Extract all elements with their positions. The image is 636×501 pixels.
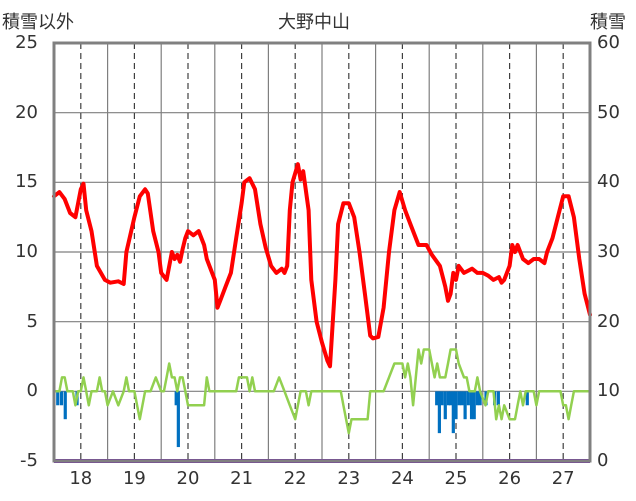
left-tick-label: 5 [26, 310, 38, 332]
precipitation-bar [454, 391, 458, 420]
right-tick-label: 30 [597, 241, 620, 262]
precipitation-bar [443, 391, 447, 420]
precipitation-bar [466, 391, 470, 406]
wind-series-line [54, 348, 590, 435]
x-tick-label: 23 [337, 468, 361, 489]
x-tick-label: 19 [122, 468, 146, 489]
x-tick-label: 25 [444, 468, 468, 489]
left-tick-label: 20 [15, 101, 38, 123]
precipitation-bar [56, 391, 60, 406]
precipitation-bar [176, 391, 180, 448]
precipitation-bar [525, 391, 529, 406]
x-tick-label: 18 [69, 468, 93, 489]
precipitation-bar [59, 391, 64, 406]
x-tick-label: 21 [230, 468, 254, 489]
right-tick-label: 40 [597, 171, 620, 193]
right-tick-label: 10 [597, 380, 620, 402]
precipitation-bar [174, 391, 178, 406]
precipitation-bar [457, 391, 461, 406]
plot-frame [52, 41, 592, 463]
precipitation-bar [449, 391, 453, 406]
precipitation-bar [472, 391, 476, 420]
precipitation-bar [63, 391, 67, 420]
right-tick-label: 50 [597, 101, 620, 123]
left-tick-label: 15 [15, 171, 38, 193]
right-axis-label: 積雪 [590, 12, 626, 33]
precipitation-bar [446, 391, 451, 406]
precipitation-bar [451, 391, 455, 434]
precipitation-bar [463, 391, 467, 420]
x-tick-label: 22 [283, 468, 307, 489]
left-axis-label: 積雪以外 [2, 12, 74, 33]
left-tick-label: 25 [15, 32, 38, 53]
x-tick-label: 24 [390, 468, 414, 489]
right-tick-label: 60 [597, 32, 620, 53]
precipitation-bar [437, 391, 441, 434]
right-tick-label: 20 [597, 310, 620, 332]
precipitation-bar [435, 391, 439, 406]
temperature-series-line [52, 162, 592, 369]
precipitation-bar [440, 391, 444, 406]
precipitation-bar [496, 391, 500, 406]
precipitation-bar [475, 391, 480, 406]
x-tick-label: 20 [176, 468, 200, 489]
x-tick-label: 27 [551, 468, 575, 489]
left-tick-label: -5 [20, 450, 38, 471]
chart-title: 大野中山 [278, 12, 350, 33]
precipitation-bar [460, 391, 464, 406]
right-tick-label: 0 [597, 450, 609, 471]
precipitation-bar [469, 391, 474, 420]
x-tick-label: 26 [498, 468, 522, 489]
left-tick-label: 0 [26, 380, 38, 402]
precipitation-bar [478, 391, 482, 406]
left-tick-label: 10 [15, 241, 38, 262]
